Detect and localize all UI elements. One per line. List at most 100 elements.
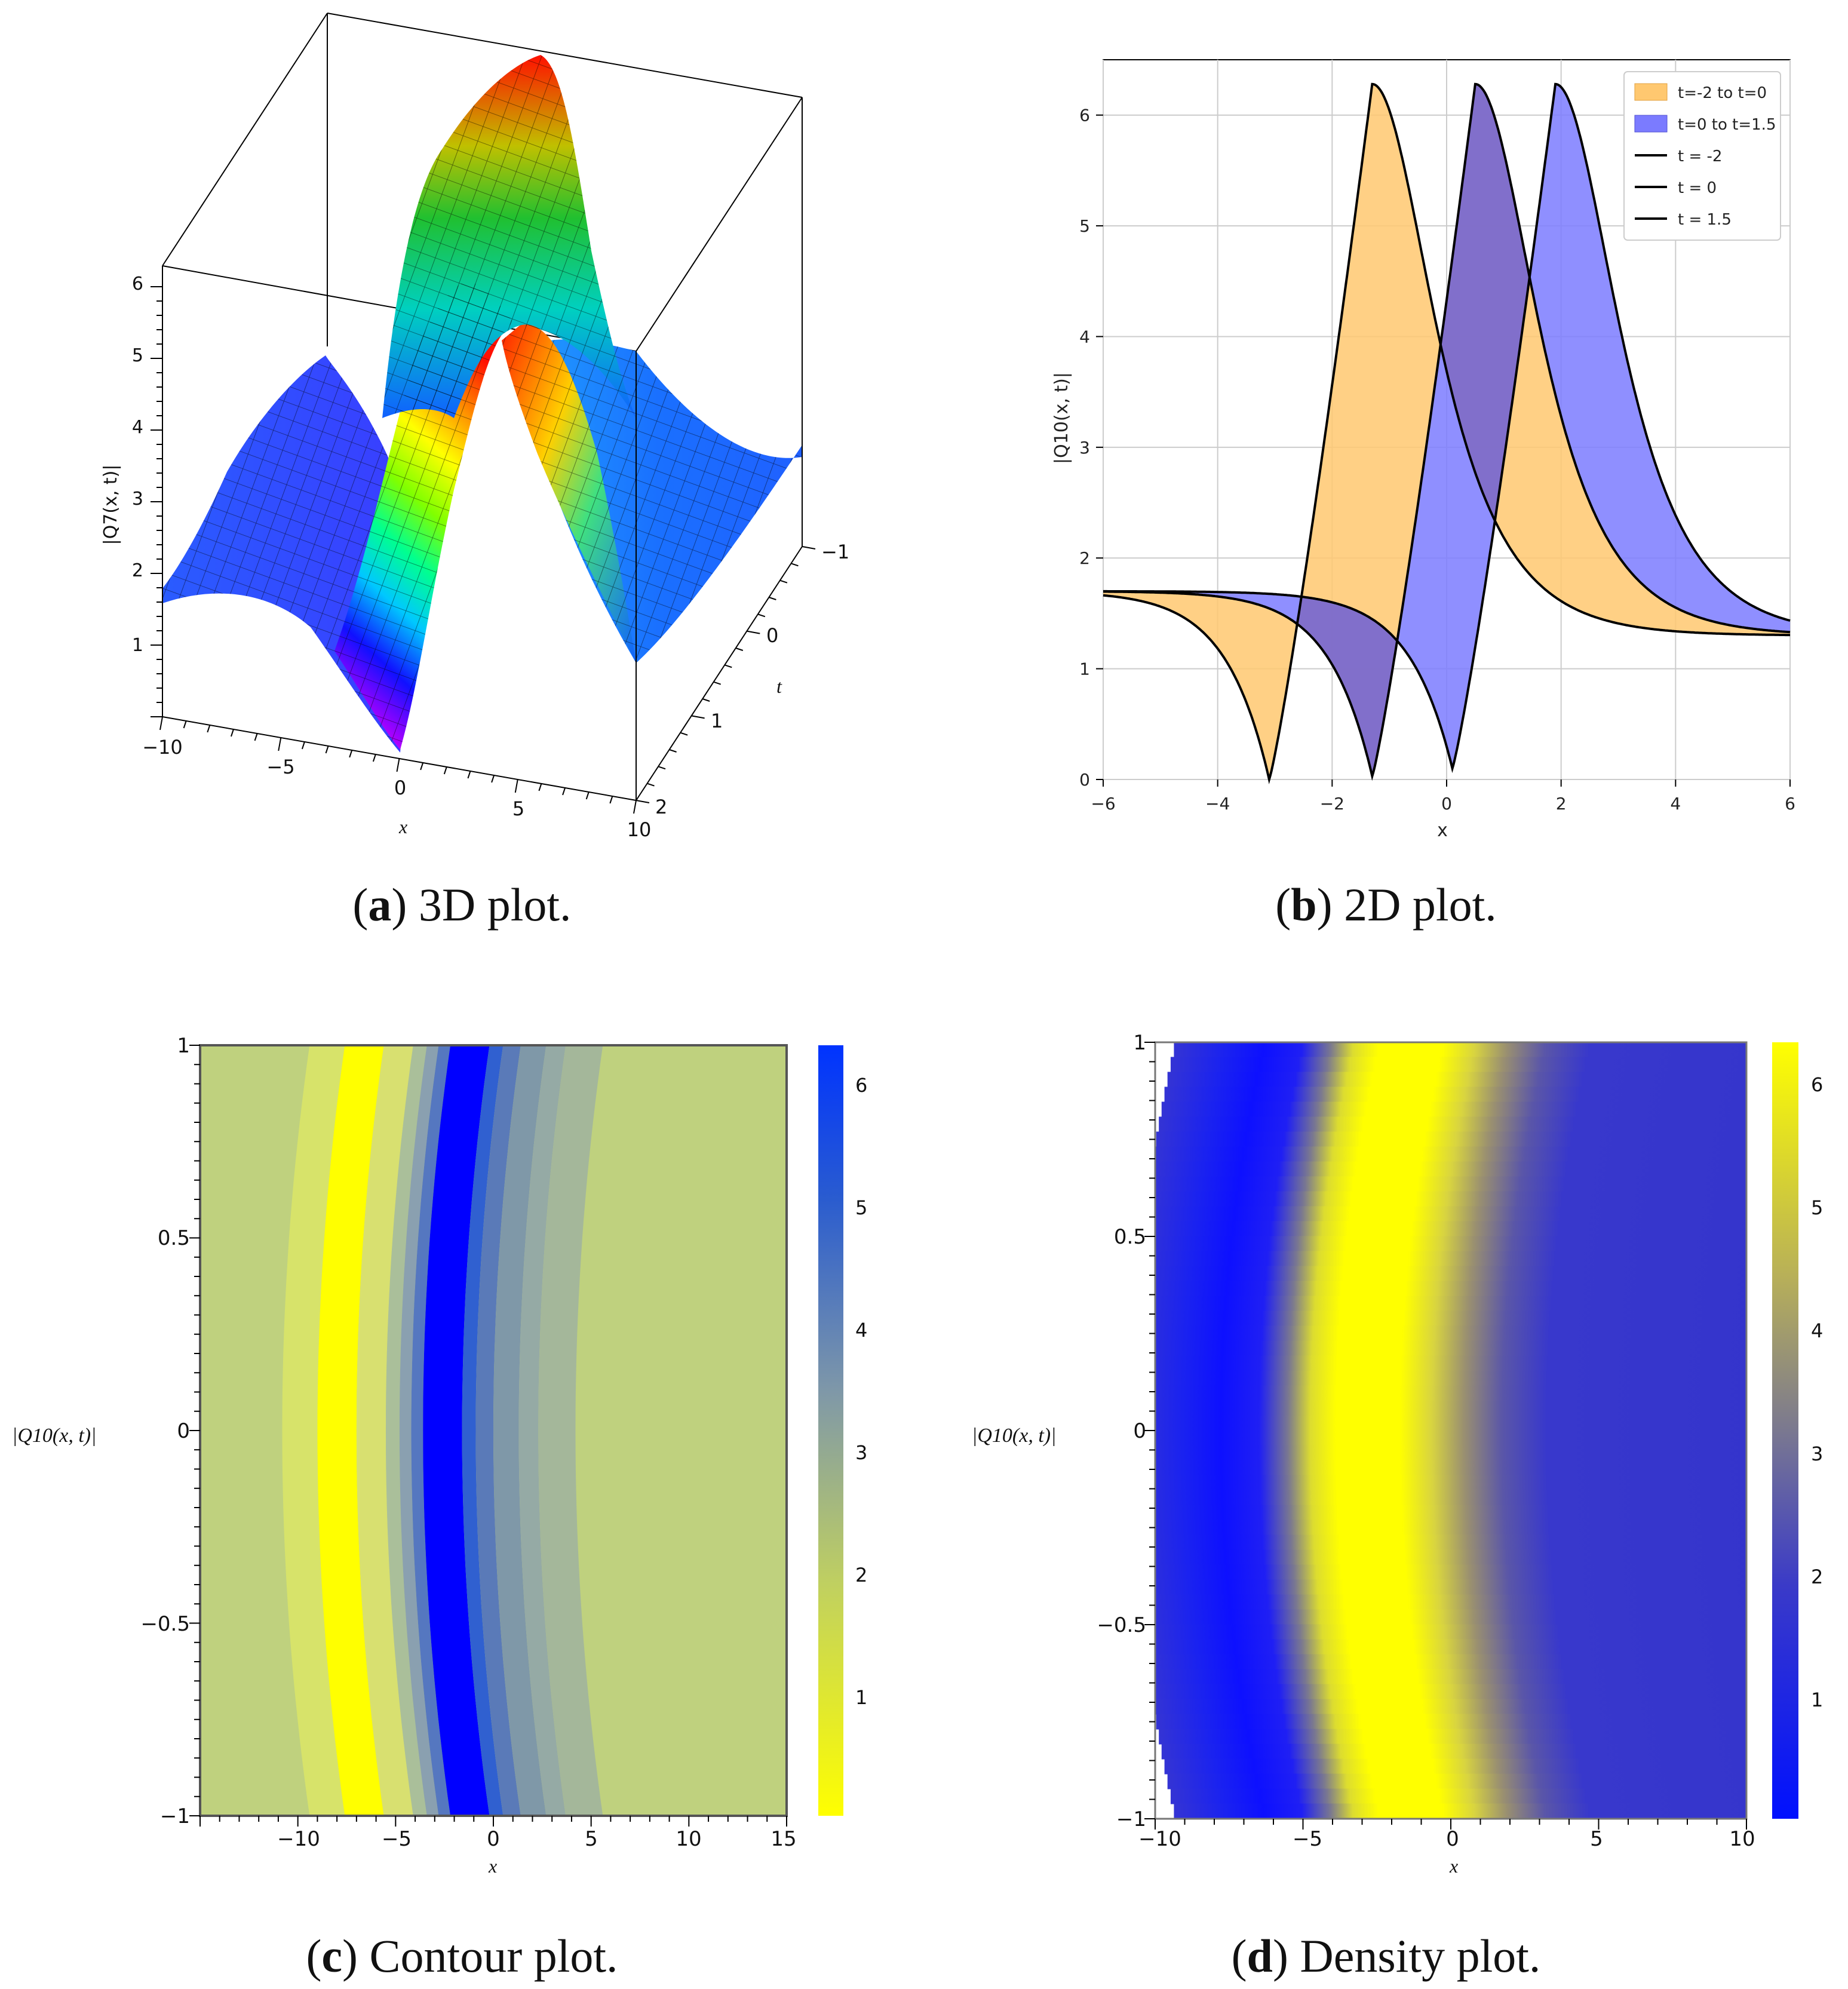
caption-b-letter: b <box>1291 879 1317 931</box>
plot-d-ticks <box>1144 1042 1747 1830</box>
d-density-row <box>1155 1340 1746 1356</box>
cbar-d-3: 3 <box>1811 1442 1823 1465</box>
c-contour-band <box>317 1045 384 1816</box>
colorbar-c <box>818 1045 843 1816</box>
d-x-tick-m5: −5 <box>1293 1827 1322 1851</box>
caption-c-text: Contour plot. <box>358 1930 618 1982</box>
panel-c-contour-plot: 1 0.5 0 −0.5 −1 −10 −5 0 5 10 15 x |Q10(… <box>0 1003 924 1899</box>
a-xlabel: x <box>398 816 407 837</box>
d-y-tick-m1: −1 <box>1116 1807 1146 1831</box>
b-fill-t-2-to-t0 <box>1103 84 1790 779</box>
d-density-row <box>1155 1206 1746 1222</box>
a-x-tick-mark <box>159 716 163 730</box>
c-contour-band <box>475 1045 521 1816</box>
caption-d: (d) Density plot. <box>1231 1930 1541 1982</box>
d-density-row <box>1161 1744 1746 1760</box>
d-x-tick-5: 5 <box>1590 1827 1603 1851</box>
b-x-tick-label: 0 <box>1441 794 1452 814</box>
d-y-tick-1: 1 <box>1133 1031 1146 1055</box>
b-y-tick-label: 2 <box>1079 548 1090 568</box>
d-density-row <box>1155 1624 1746 1640</box>
plot-c-yticklabels: 1 0.5 0 −0.5 −1 <box>140 1034 190 1828</box>
d-density-row <box>1155 1176 1746 1192</box>
d-density-row <box>1155 1669 1746 1685</box>
d-density-row <box>1155 1564 1746 1580</box>
c-y-tick-m1: −1 <box>160 1804 190 1828</box>
legend-label-1: t=-2 to t=0 <box>1678 84 1767 102</box>
a-x-tick-10: 10 <box>627 818 652 841</box>
a-t-tick-mark <box>779 579 788 584</box>
b-y-tick-label: 0 <box>1079 770 1090 790</box>
d-density-row <box>1155 1281 1746 1297</box>
c-x-tick-15: 15 <box>770 1827 796 1851</box>
a-t-tick-mark <box>713 681 722 685</box>
a-z-tick-6: 6 <box>132 274 143 294</box>
a-t-tick-mark <box>691 715 705 719</box>
a-x-tick-mark <box>491 775 495 783</box>
b-y-tick-label: 6 <box>1079 106 1090 125</box>
d-x-tick-0: 0 <box>1446 1827 1459 1851</box>
plot-d-yticklabels: 1 0.5 0 −0.5 −1 <box>1097 1031 1146 1831</box>
caption-d-letter: d <box>1247 1930 1273 1982</box>
cbar-d-5: 5 <box>1811 1196 1823 1219</box>
d-density-row <box>1164 1758 1746 1775</box>
d-density-row <box>1155 1310 1746 1327</box>
d-density-row <box>1155 1236 1746 1252</box>
a-x-tick-mark <box>325 745 329 754</box>
a-z-tick-5: 5 <box>132 345 143 366</box>
a-t-tick-mark <box>791 563 799 567</box>
a-x-tick-mark <box>231 729 234 737</box>
plot-d-xticklabels: −10 −5 0 5 10 <box>1138 1827 1755 1851</box>
a-t-tick-0: 0 <box>766 624 778 647</box>
c-y-tick-1: 1 <box>177 1034 190 1058</box>
d-density-row <box>1155 1355 1746 1371</box>
plot-b-ticks: −6 −4 −2 0 2 4 6 0 1 2 3 4 5 6 <box>1079 106 1795 814</box>
chart-b-svg: −6 −4 −2 0 2 4 6 0 1 2 3 4 5 6 x |Q10(x, t)| t=-2 to … <box>1051 59 1795 841</box>
caption-c: (c) Contour plot. <box>306 1930 618 1982</box>
chart-d-svg: 1 0.5 0 −0.5 −1 −10 −5 0 5 10 x |Q10(x, … <box>972 1031 1823 1877</box>
b-x-tick-label: −4 <box>1205 794 1230 814</box>
a-t-tick-mark <box>658 766 666 770</box>
c-contour-band <box>356 1045 413 1816</box>
d-density-row <box>1155 1639 1746 1655</box>
c-contour-band <box>386 1045 427 1816</box>
colorbar-d <box>1772 1042 1798 1819</box>
cbar-c-1: 1 <box>855 1686 867 1709</box>
a-z-tick-2: 2 <box>132 560 143 581</box>
c-contour-band <box>411 1045 450 1816</box>
d-density-row <box>1155 1490 1746 1506</box>
a-x-tick-mark <box>585 791 590 800</box>
c-x-tick-m10: −10 <box>277 1827 320 1851</box>
caption-d-text: Density plot. <box>1288 1930 1541 1982</box>
d-y-tick-05: 0.5 <box>1114 1225 1146 1249</box>
c-xlabel: x <box>488 1855 497 1877</box>
panel-a-3d-plot: 1 2 3 4 5 6 |Q7(x, t)| −10 −5 0 5 10 x −… <box>0 0 924 854</box>
b-line-t=-2 <box>1103 82 1790 784</box>
a-x-tick-mark <box>396 758 400 772</box>
d-density-row <box>1155 1654 1746 1670</box>
plot-c-ticks <box>189 1045 787 1827</box>
panel-b-2d-plot: −6 −4 −2 0 2 4 6 0 1 2 3 4 5 6 x |Q10(x, t)| t=-2 to … <box>924 0 1848 854</box>
plot-b-lines <box>1103 82 1791 784</box>
c-contour-band <box>493 1045 547 1816</box>
d-density-row <box>1174 1042 1746 1058</box>
d-x-tick-m10: −10 <box>1138 1827 1181 1851</box>
c-y-tick-0: 0 <box>177 1419 190 1443</box>
a-x-tick-mark <box>562 787 566 796</box>
c-x-tick-10: 10 <box>676 1827 701 1851</box>
b-ylabel: |Q10(x, t)| <box>1051 372 1072 464</box>
c-x-tick-0: 0 <box>487 1827 500 1851</box>
a-x-tick-m5: −5 <box>266 756 294 778</box>
a-t-tick-mark <box>757 613 766 618</box>
legend-swatch-fill-2 <box>1634 115 1668 133</box>
plot-b-fills <box>1103 84 1790 779</box>
a-x-tick-5: 5 <box>512 797 524 820</box>
b-line-t=0 <box>1103 82 1791 781</box>
caption-a-text: 3D plot. <box>407 879 572 931</box>
d-density-row <box>1155 1146 1746 1162</box>
a-x-tick-mark <box>349 750 353 758</box>
a-x-tick-mark <box>443 766 447 775</box>
d-density-row <box>1155 1251 1746 1267</box>
d-density-row <box>1155 1325 1746 1342</box>
legend-label-2: t=0 to t=1.5 <box>1678 116 1776 134</box>
